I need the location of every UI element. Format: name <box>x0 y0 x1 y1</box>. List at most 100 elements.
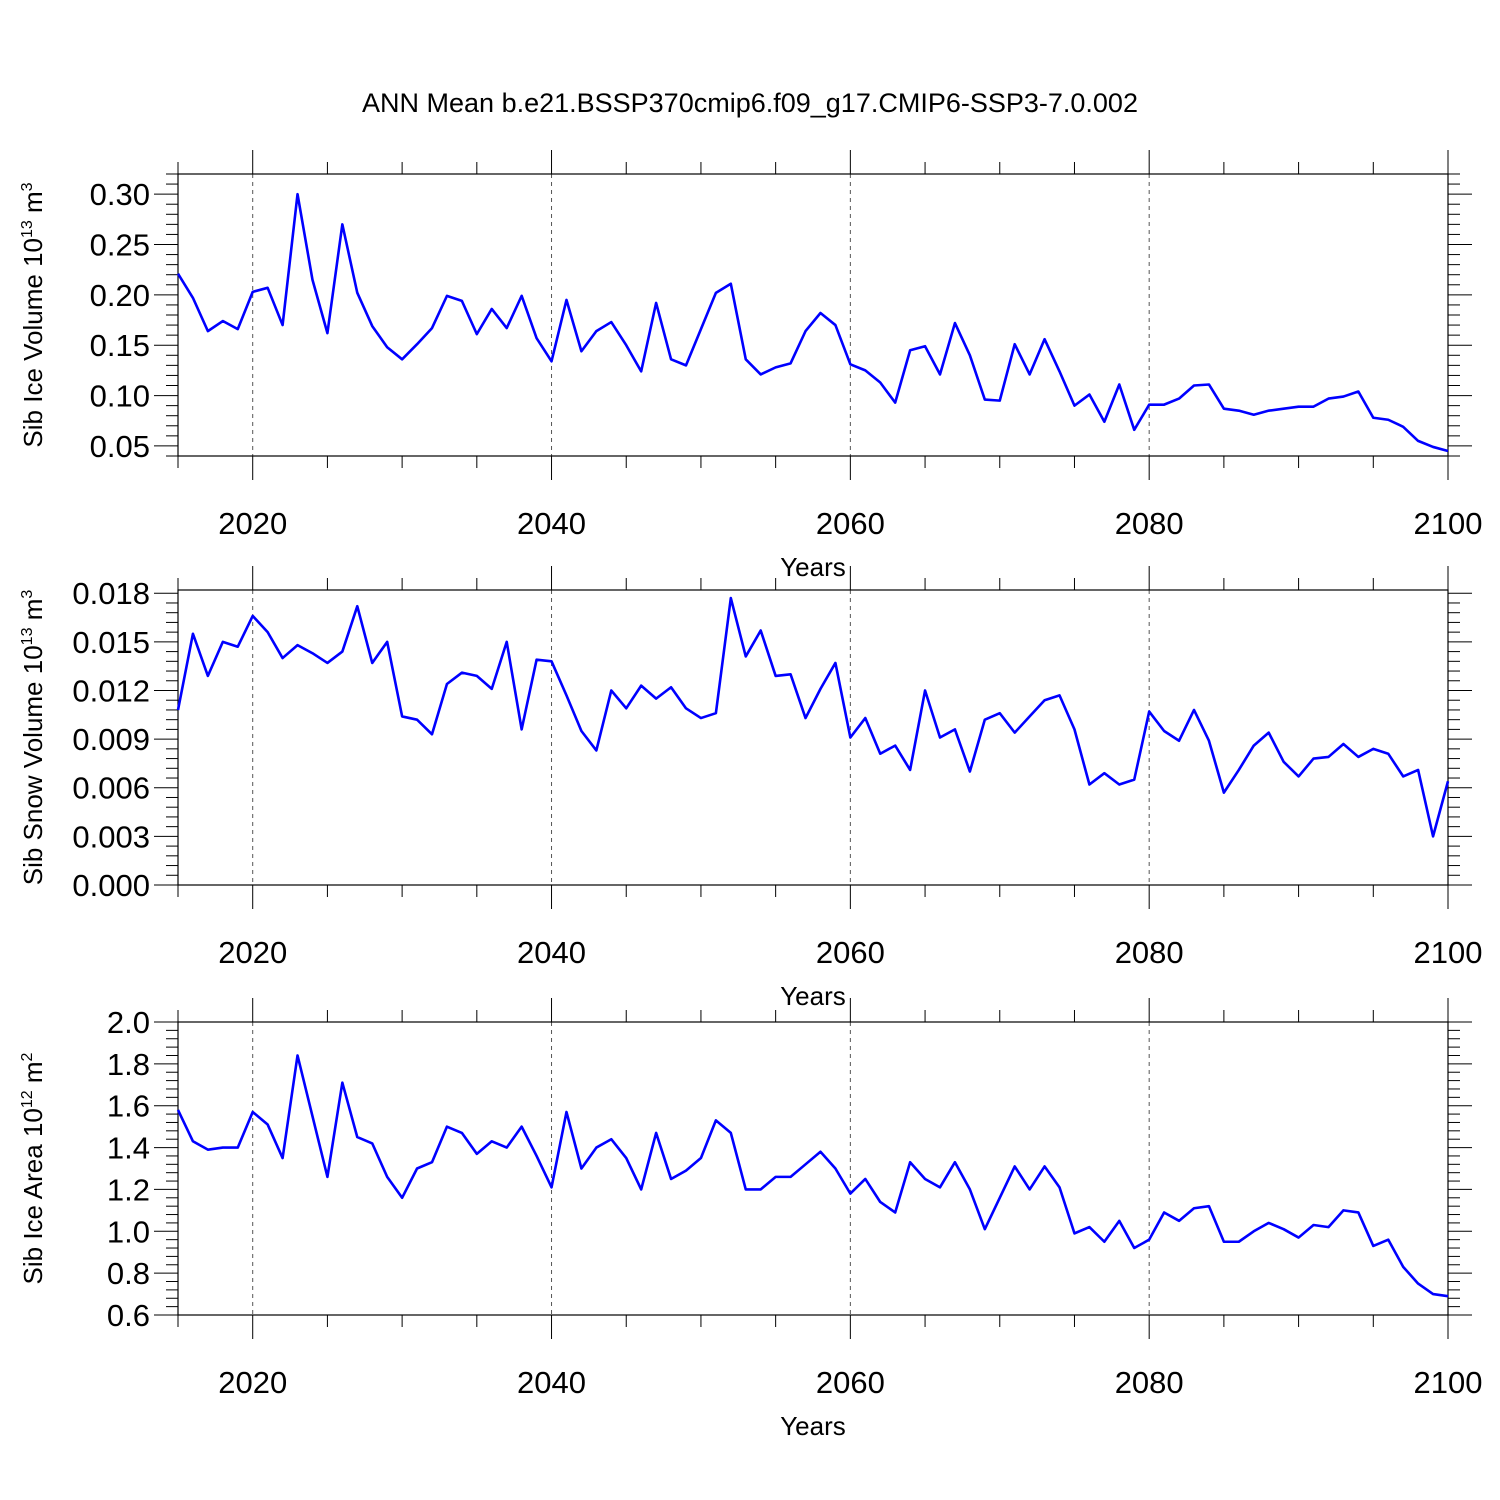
data-point <box>730 1132 732 1134</box>
data-point <box>311 279 313 281</box>
data-point <box>1133 778 1135 780</box>
x-tick-label: 2080 <box>1115 506 1184 541</box>
data-point <box>550 660 552 662</box>
data-point <box>1088 1226 1090 1228</box>
data-point <box>685 1169 687 1171</box>
data-point <box>1133 1247 1135 1249</box>
y-tick-label: 1.8 <box>107 1047 150 1082</box>
y-tick-label: 0.009 <box>72 722 150 757</box>
data-point <box>386 641 388 643</box>
data-point <box>326 1176 328 1178</box>
data-point <box>894 1211 896 1213</box>
data-point <box>1163 1211 1165 1213</box>
data-point <box>207 1148 209 1150</box>
x-tick-label: 2100 <box>1414 935 1483 970</box>
data-point <box>356 605 358 607</box>
data-point <box>237 646 239 648</box>
data-point <box>1148 710 1150 712</box>
data-point <box>192 297 194 299</box>
data-point <box>1402 426 1404 428</box>
data-point <box>819 312 821 314</box>
data-point <box>655 697 657 699</box>
data-point <box>804 330 806 332</box>
data-point <box>1133 429 1135 431</box>
y-tick-label: 0.20 <box>90 278 150 313</box>
data-point <box>446 1125 448 1127</box>
data-point <box>1073 404 1075 406</box>
data-point <box>491 308 493 310</box>
panel-1: 0.05 0.10 0.15 0.20 0.25 0.30 2020 2040 2060 2080… <box>18 150 1482 582</box>
data-point <box>580 350 582 352</box>
data-point <box>819 688 821 690</box>
data-point <box>1268 409 1270 411</box>
data-point <box>595 1146 597 1148</box>
data-point <box>491 688 493 690</box>
data-point <box>864 1178 866 1180</box>
data-point <box>745 1188 747 1190</box>
chart-title: ANN Mean b.e21.BSSP370cmip6.f09_g17.CMIP… <box>362 88 1138 118</box>
data-point <box>237 1146 239 1148</box>
data-point <box>1402 775 1404 777</box>
data-point <box>1193 1207 1195 1209</box>
y-tick-label: 0.25 <box>90 228 150 263</box>
data-point <box>1118 383 1120 385</box>
data-point <box>834 324 836 326</box>
data-point <box>1312 757 1314 759</box>
data-point <box>625 707 627 709</box>
x-tick-label: 2080 <box>1115 935 1184 970</box>
series-line <box>176 192 1449 453</box>
data-point <box>804 717 806 719</box>
data-point <box>1058 1186 1060 1188</box>
data-point <box>550 360 552 362</box>
data-point <box>341 223 343 225</box>
y-axis-label-exponent: 13 <box>19 627 36 645</box>
x-tick-label: 2040 <box>517 1365 586 1400</box>
data-point <box>1148 1238 1150 1240</box>
data-point <box>520 728 522 730</box>
data-point <box>610 1138 612 1140</box>
data-point <box>356 292 358 294</box>
data-point <box>416 343 418 345</box>
data-point <box>1387 753 1389 755</box>
data-point <box>296 1054 298 1056</box>
data-point <box>476 1153 478 1155</box>
data-point <box>834 1167 836 1169</box>
data-point <box>1327 397 1329 399</box>
data-point <box>520 1125 522 1127</box>
data-point <box>954 1161 956 1163</box>
data-point <box>715 292 717 294</box>
data-point <box>924 689 926 691</box>
data-point <box>909 349 911 351</box>
data-point <box>1118 783 1120 785</box>
x-tick-label: 2100 <box>1414 1365 1483 1400</box>
data-point <box>774 366 776 368</box>
y-axis-label-unit: m <box>18 191 48 220</box>
data-point <box>506 641 508 643</box>
data-point <box>1372 748 1374 750</box>
data-point <box>1282 1228 1284 1230</box>
data-point <box>1327 1226 1329 1228</box>
chart-panels: 0.05 0.10 0.15 0.20 0.25 0.30 2020 2040 2060 2080… <box>18 150 1482 1441</box>
data-point <box>1148 403 1150 405</box>
data-point <box>939 1186 941 1188</box>
y-axis-label-unit: m <box>18 599 48 628</box>
data-point <box>1073 728 1075 730</box>
data-point <box>237 328 239 330</box>
data-point <box>371 1142 373 1144</box>
x-axis-label: Years <box>780 1411 846 1441</box>
data-point <box>1208 1205 1210 1207</box>
data-point <box>789 673 791 675</box>
data-point <box>461 300 463 302</box>
data-point <box>640 1188 642 1190</box>
data-point <box>745 358 747 360</box>
data-point <box>1417 1282 1419 1284</box>
data-point <box>326 332 328 334</box>
data-point <box>1253 414 1255 416</box>
y-axis-label: Sib Snow Volume 1013 m3 <box>18 590 48 886</box>
data-point <box>1043 338 1045 340</box>
x-axis-label: Years <box>780 981 846 1011</box>
data-point <box>1028 715 1030 717</box>
data-point <box>1223 407 1225 409</box>
